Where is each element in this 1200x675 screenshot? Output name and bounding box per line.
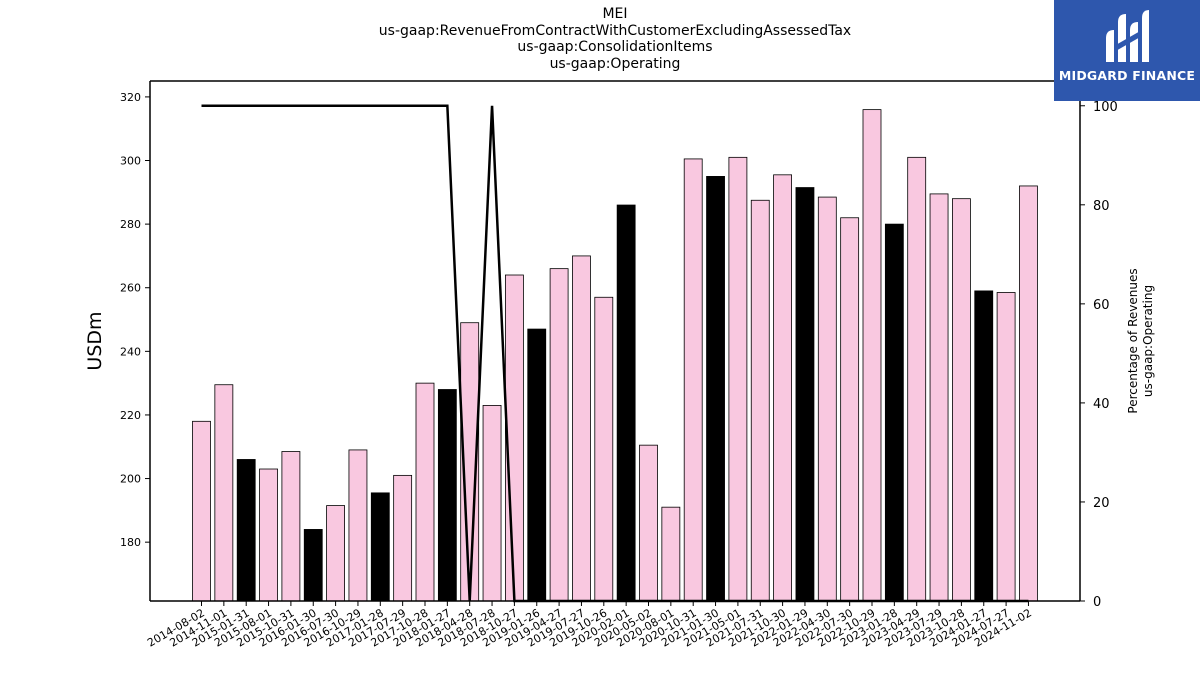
y2-tick-label: 40 (1093, 397, 1110, 412)
title-line-concept: us-gaap:RevenueFromContractWithCustomerE… (378, 22, 852, 39)
bar (393, 474, 413, 602)
logo-text: MIDGARD FINANCE (1058, 68, 1196, 83)
bar (795, 187, 815, 602)
bar (639, 444, 658, 602)
title-line-member: us-gaap:Operating (549, 55, 681, 72)
bar (817, 196, 837, 602)
bar (281, 451, 301, 602)
y2-axis-label: us-gaap:Operating (1141, 285, 1155, 397)
bar (683, 158, 703, 602)
y-tick-label: 220 (120, 409, 141, 422)
bar (326, 505, 346, 602)
bar (303, 529, 323, 602)
y2-tick-label: 80 (1093, 199, 1110, 214)
title-line-axis: us-gaap:ConsolidationItems (517, 39, 713, 55)
bar (974, 290, 994, 602)
bar (437, 389, 457, 602)
bar (996, 292, 1016, 602)
line-layer (201, 104, 1029, 603)
bar (192, 420, 211, 602)
logo-mark-icon (1106, 10, 1149, 62)
y-tick-label: 280 (120, 218, 141, 231)
bar (370, 492, 390, 602)
bar (348, 449, 368, 602)
y-tick-label: 240 (120, 345, 141, 358)
axes-layer: 1802002202402602803003200204060801002014… (84, 80, 1155, 650)
bar (706, 176, 725, 602)
y2-tick-label: 20 (1093, 496, 1110, 511)
bar (482, 405, 502, 602)
y-tick-label: 260 (120, 282, 141, 295)
bar (907, 156, 927, 602)
y-tick-label: 200 (120, 473, 141, 486)
y-tick-label: 180 (120, 536, 141, 549)
percentage-line (201, 104, 1029, 603)
chart-title: MEI us-gaap:RevenueFromContractWithCusto… (0, 6, 1200, 72)
y2-tick-label: 0 (1093, 595, 1101, 610)
y-axis-label: USDm (84, 311, 106, 370)
bar (236, 459, 256, 602)
y-tick-label: 320 (120, 91, 141, 104)
y-tick-label: 300 (120, 155, 141, 168)
bars-layer (192, 109, 1038, 602)
midgard-finance-logo: MIDGARD FINANCE (1054, 0, 1200, 101)
bar (952, 198, 971, 602)
y2-tick-label: 100 (1093, 100, 1118, 115)
bar (661, 506, 681, 602)
bar (1019, 185, 1038, 602)
y2-axis-label: Percentage of Revenues (1126, 268, 1140, 413)
bar (728, 156, 748, 602)
bar (616, 204, 636, 602)
bar (884, 223, 904, 602)
bar (527, 328, 547, 602)
bar (862, 109, 882, 602)
bar (750, 199, 770, 602)
bar (572, 255, 591, 602)
bar (259, 468, 278, 602)
bar (549, 268, 569, 602)
bar (840, 217, 860, 602)
y2-tick-label: 60 (1093, 298, 1110, 313)
bar (594, 296, 614, 602)
title-line-ticker: MEI (602, 6, 628, 22)
bar (415, 382, 435, 602)
bar (773, 174, 792, 602)
bar (929, 193, 949, 602)
bar (214, 384, 234, 602)
